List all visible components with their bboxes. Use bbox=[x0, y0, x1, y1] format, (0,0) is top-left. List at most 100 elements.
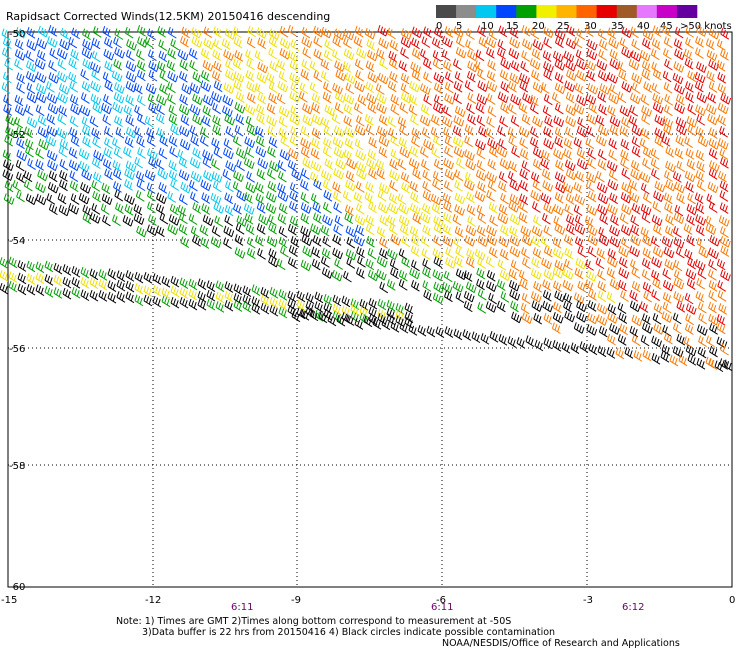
wind-barb bbox=[355, 69, 364, 82]
wind-barb bbox=[147, 93, 157, 106]
wind-barb bbox=[332, 35, 342, 48]
wind-barb bbox=[719, 125, 728, 138]
wind-barb bbox=[641, 69, 651, 81]
wind-barb bbox=[464, 235, 476, 247]
wind-barb bbox=[566, 214, 575, 226]
wind-barb bbox=[422, 224, 432, 237]
wind-barb bbox=[716, 39, 726, 51]
wind-barb bbox=[687, 103, 697, 116]
wind-barb bbox=[179, 71, 188, 83]
wind-barb bbox=[617, 91, 627, 104]
legend-label: 45 bbox=[660, 21, 673, 32]
wind-barb bbox=[455, 246, 465, 259]
wind-barb bbox=[486, 224, 497, 237]
wind-barb bbox=[390, 233, 402, 246]
wind-barb bbox=[311, 102, 321, 114]
wind-barb bbox=[716, 322, 726, 335]
wind-barb bbox=[35, 261, 45, 274]
wind-barb bbox=[148, 60, 160, 73]
wind-barb bbox=[642, 349, 652, 362]
x-tick-label: -6 bbox=[436, 595, 446, 606]
wind-barb bbox=[341, 295, 351, 308]
wind-barb bbox=[203, 26, 213, 39]
wind-barb bbox=[365, 60, 375, 73]
wind-barb bbox=[213, 38, 223, 51]
wind-barb bbox=[214, 215, 224, 228]
wind-barb bbox=[179, 103, 190, 116]
wind-barb bbox=[260, 287, 270, 299]
wind-barb bbox=[477, 288, 487, 301]
wind-barb bbox=[687, 192, 696, 205]
wind-barb bbox=[397, 193, 407, 205]
wind-barb bbox=[624, 347, 634, 359]
wind-barb bbox=[498, 203, 508, 216]
wind-barb bbox=[268, 222, 277, 235]
wind-barb bbox=[277, 160, 287, 172]
wind-barb bbox=[466, 28, 475, 40]
wind-barb bbox=[465, 224, 477, 237]
wind-barb bbox=[245, 115, 255, 128]
wind-barb bbox=[346, 157, 357, 170]
wind-barb bbox=[14, 49, 26, 61]
wind-barb bbox=[203, 170, 214, 182]
wind-barb bbox=[608, 138, 618, 150]
wind-barb bbox=[555, 181, 566, 194]
wind-barb bbox=[574, 267, 584, 280]
wind-barb bbox=[426, 325, 436, 338]
wind-barb bbox=[260, 294, 270, 307]
wind-barb bbox=[695, 149, 705, 162]
wind-barb bbox=[210, 192, 222, 205]
wind-barb bbox=[588, 102, 598, 114]
wind-barb bbox=[179, 296, 189, 309]
legend-label: 20 bbox=[532, 21, 545, 32]
wind-barb bbox=[305, 292, 315, 304]
wind-barb bbox=[356, 203, 365, 215]
wind-barb bbox=[180, 114, 190, 126]
wind-barb bbox=[379, 281, 389, 294]
wind-barb bbox=[62, 287, 72, 300]
wind-barb bbox=[673, 226, 682, 238]
wind-barb bbox=[720, 269, 731, 282]
wind-barb bbox=[310, 160, 322, 172]
wind-barb bbox=[190, 170, 202, 183]
wind-barb bbox=[607, 105, 616, 117]
wind-barb bbox=[23, 170, 33, 183]
wind-barb bbox=[561, 342, 571, 354]
wind-barb bbox=[575, 257, 587, 270]
wind-barb bbox=[14, 94, 24, 107]
wind-barb bbox=[278, 236, 288, 249]
wind-barb bbox=[278, 298, 288, 311]
wind-barb bbox=[68, 159, 80, 172]
wind-barb bbox=[343, 115, 353, 127]
wind-barb bbox=[93, 149, 104, 162]
wind-barb bbox=[378, 146, 388, 158]
wind-barb bbox=[386, 279, 396, 291]
wind-barb bbox=[478, 125, 487, 138]
wind-barb bbox=[588, 289, 597, 301]
wind-barb bbox=[651, 214, 663, 227]
wind-barb bbox=[433, 256, 443, 269]
wind-barb bbox=[498, 334, 508, 346]
wind-barb bbox=[302, 47, 312, 59]
wind-barb bbox=[100, 203, 110, 215]
wind-barb bbox=[301, 234, 313, 247]
wind-barb bbox=[619, 125, 629, 138]
wind-barb bbox=[661, 311, 673, 323]
wind-barb bbox=[126, 39, 137, 51]
wind-barb bbox=[477, 181, 487, 193]
wind-barb bbox=[521, 247, 530, 259]
wind-barb bbox=[562, 181, 574, 194]
wind-barb bbox=[521, 292, 531, 305]
y-tick-label: -60 bbox=[9, 582, 25, 593]
wind-barb bbox=[480, 333, 490, 345]
wind-barb bbox=[709, 345, 718, 358]
wind-barb bbox=[8, 256, 18, 269]
wind-barb bbox=[278, 202, 288, 215]
wind-barb bbox=[2, 47, 11, 60]
wind-barb bbox=[390, 267, 399, 280]
time-labels: 6:11 6:11 6:12 bbox=[231, 602, 644, 613]
wind-barb bbox=[509, 289, 521, 301]
wind-barb bbox=[309, 60, 319, 73]
wind-barb bbox=[717, 138, 729, 150]
wind-barb bbox=[387, 116, 397, 128]
